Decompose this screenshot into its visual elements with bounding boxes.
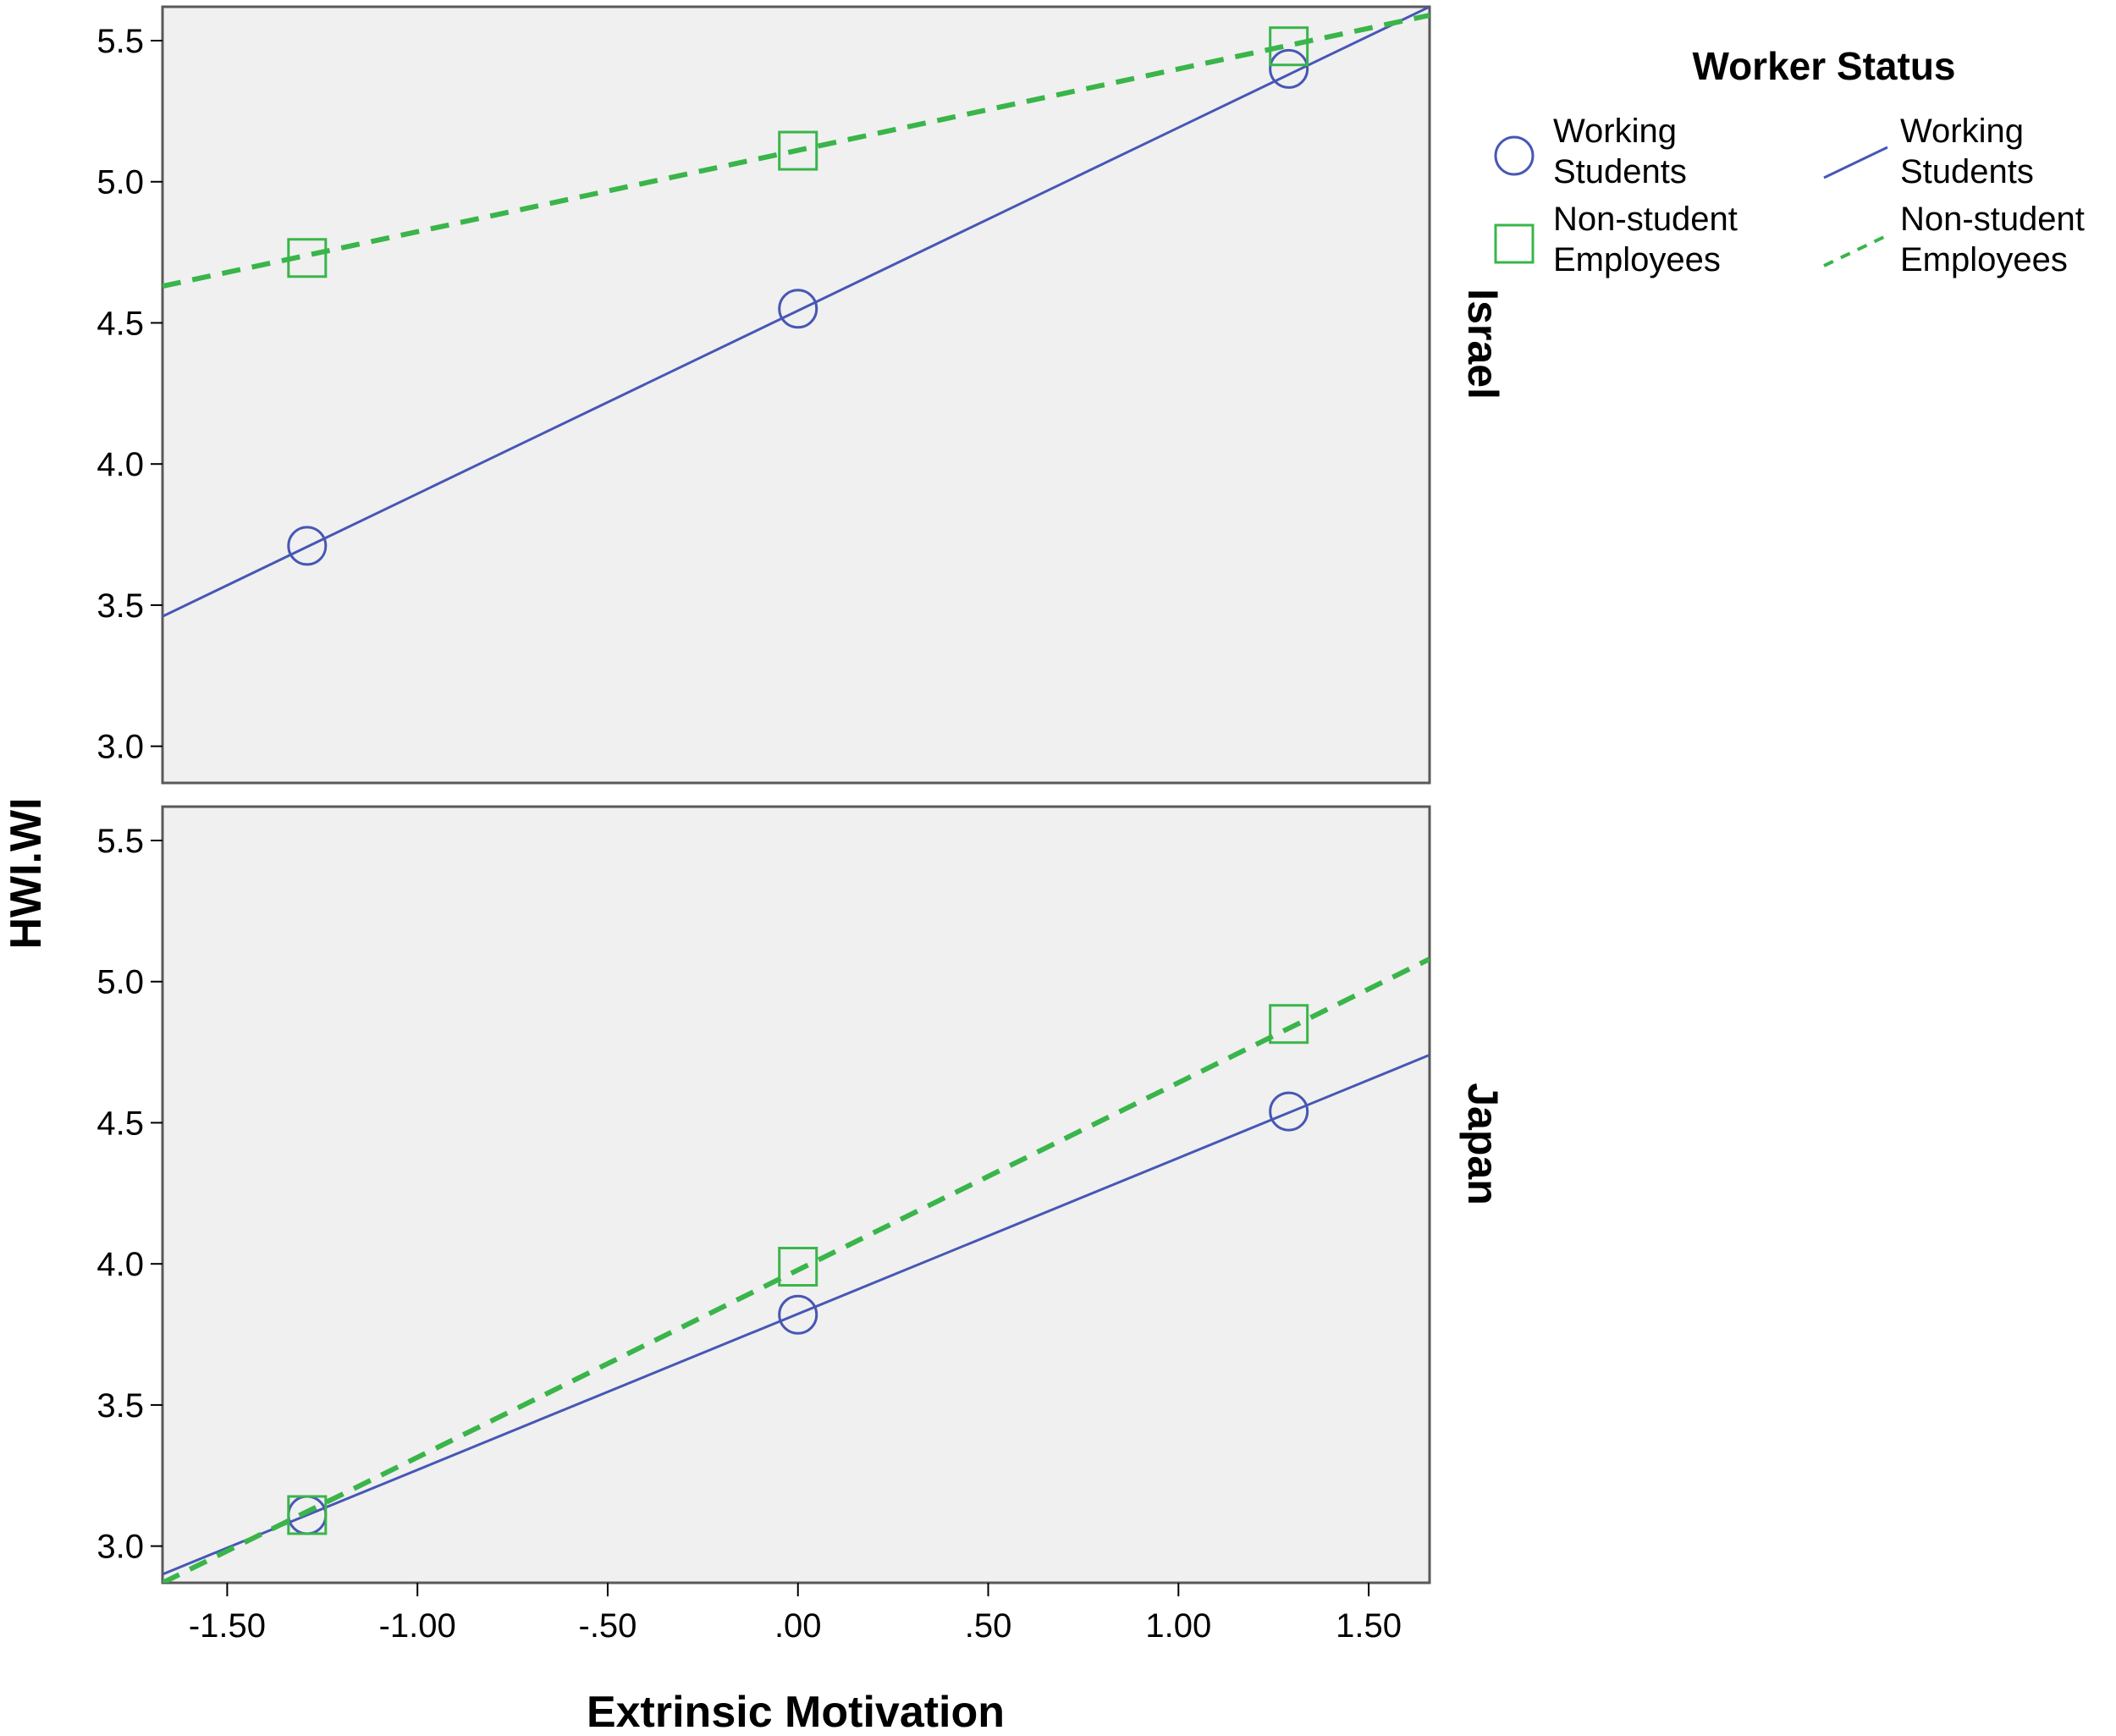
facet-label: Israel — [1459, 289, 1507, 400]
chart-panels: 3.0 3.5 4.0 4.5 5.0 5.5 Israel 3.0 3.5 4.0 4.5 5.0 5… — [96, 5, 1507, 1584]
legend: Worker Status WorkingStudentsNon-student… — [1494, 44, 2085, 278]
x-tick-label: 1.00 — [1145, 1607, 1211, 1645]
legend-marker-square-icon — [1494, 223, 1535, 264]
y-tick-label: 3.0 — [96, 729, 144, 766]
x-axis-title: Extrinsic Motivation — [587, 1688, 1005, 1736]
fit-line-non-student-employees — [163, 13, 1430, 289]
plot-background — [161, 805, 1431, 1584]
legend-marker-circle-icon — [1494, 135, 1535, 176]
legend-label: Non-student — [1553, 201, 1738, 238]
legend-label: Working — [1900, 113, 2024, 150]
facet-label: Japan — [1459, 1083, 1507, 1205]
data-point-working-students — [1269, 1091, 1309, 1132]
fit-line-non-student-employees — [163, 956, 1430, 1583]
x-tick-label: -.50 — [579, 1607, 637, 1645]
y-axis-title: HWI.WI — [2, 797, 51, 949]
legend-line-icon — [1823, 146, 1888, 179]
plot-background — [161, 5, 1431, 785]
legend-label: Non-student — [1900, 201, 2085, 238]
x-tick-label: 1.50 — [1336, 1607, 1402, 1645]
x-axis: -1.50 -1.00 -.50 .00 .50 1.00 1.50 — [189, 1583, 1402, 1645]
y-tick-label: 3.5 — [96, 587, 144, 625]
legend-label: Working — [1553, 113, 1677, 150]
data-point-working-students — [1269, 48, 1309, 89]
y-tick-label: 5.0 — [96, 964, 144, 1001]
data-point-non-student-employees — [287, 238, 328, 278]
legend-line-icon — [1823, 234, 1888, 267]
panel-israel: 3.0 3.5 4.0 4.5 5.0 5.5 Israel — [96, 5, 1507, 785]
y-tick-label: 5.5 — [96, 823, 144, 860]
data-point-non-student-employees — [778, 130, 818, 171]
legend-title: Worker Status — [1692, 44, 1955, 88]
data-point-non-student-employees — [287, 1495, 328, 1535]
data-point-non-student-employees — [778, 1247, 818, 1287]
x-tick-label: .00 — [774, 1607, 822, 1645]
legend-entries: WorkingStudentsNon-studentEmployeesWorki… — [1494, 113, 2085, 278]
y-tick-label: 3.5 — [96, 1387, 144, 1425]
data-point-working-students — [778, 1294, 818, 1335]
x-tick-label: .50 — [965, 1607, 1012, 1645]
y-tick-label: 4.5 — [96, 305, 144, 342]
x-tick-label: -1.00 — [379, 1607, 456, 1645]
x-tick-label: -1.50 — [189, 1607, 266, 1645]
y-tick-label: 4.0 — [96, 446, 144, 483]
data-point-working-students — [778, 289, 818, 329]
legend-label: Employees — [1900, 241, 2068, 278]
y-tick-label: 4.0 — [96, 1246, 144, 1283]
fit-line-working-students — [163, 1054, 1430, 1576]
fit-line-working-students — [163, 7, 1430, 618]
y-tick-label: 4.5 — [96, 1105, 144, 1142]
data-point-non-student-employees — [1269, 1004, 1309, 1044]
legend-label: Employees — [1553, 241, 1721, 278]
legend-label: Students — [1553, 153, 1687, 190]
legend-label: Students — [1900, 153, 2034, 190]
y-tick-label: 5.5 — [96, 23, 144, 60]
y-tick-label: 3.0 — [96, 1529, 144, 1566]
data-point-working-students — [287, 526, 328, 566]
y-tick-label: 5.0 — [96, 164, 144, 201]
data-point-non-student-employees — [1269, 26, 1309, 67]
panel-japan: 3.0 3.5 4.0 4.5 5.0 5.5 Japan — [96, 805, 1507, 1584]
